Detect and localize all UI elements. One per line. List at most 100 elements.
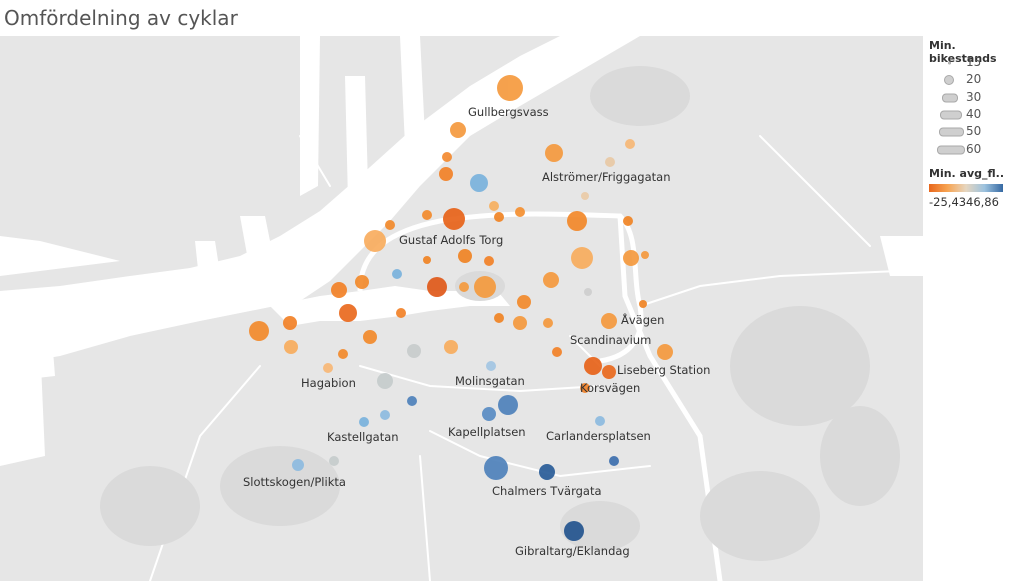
station-marker[interactable] (323, 363, 333, 373)
map-label: Gibraltarg/Eklandag (515, 544, 630, 558)
station-marker[interactable] (380, 410, 390, 420)
map-view[interactable]: Gullbergsvass Alströmer/Friggagatan Gust… (0, 36, 923, 581)
station-marker[interactable] (363, 330, 377, 344)
color-legend-title: Min. avg_fl.. (929, 167, 1005, 180)
legend-panel: Min. bikestands 15 20 30 40 50 60 Min. a… (924, 36, 1024, 216)
station-marker[interactable] (249, 321, 269, 341)
station-marker[interactable] (331, 282, 347, 298)
map-label: Gustaf Adolfs Torg (399, 233, 503, 247)
station-marker[interactable] (458, 249, 472, 263)
station-marker[interactable] (605, 157, 615, 167)
station-marker[interactable] (515, 207, 525, 217)
canal (357, 211, 644, 364)
size-legend-item: 60 (928, 141, 1024, 158)
station-marker[interactable] (539, 464, 555, 480)
station-marker[interactable] (486, 361, 496, 371)
station-marker[interactable] (552, 347, 562, 357)
station-marker[interactable] (641, 251, 649, 259)
map-label: Kastellgatan (327, 430, 399, 444)
map-label: Gullbergsvass (468, 105, 549, 119)
size-swatch (939, 127, 964, 136)
station-marker[interactable] (396, 308, 406, 318)
station-marker[interactable] (494, 212, 504, 222)
station-marker[interactable] (442, 152, 452, 162)
station-marker[interactable] (584, 288, 592, 296)
station-marker[interactable] (377, 373, 393, 389)
station-marker[interactable] (545, 144, 563, 162)
size-swatch (937, 145, 965, 154)
station-marker[interactable] (498, 395, 518, 415)
station-marker[interactable] (427, 277, 447, 297)
size-legend-item: 15 (928, 54, 1024, 71)
station-marker[interactable] (439, 167, 453, 181)
station-marker[interactable] (422, 210, 432, 220)
station-marker[interactable] (584, 357, 602, 375)
station-marker[interactable] (489, 201, 499, 211)
color-min-label: -25,43 (929, 195, 967, 209)
size-swatch (948, 61, 951, 64)
size-swatch (944, 74, 954, 85)
map-label: Åvägen (621, 312, 664, 327)
station-marker[interactable] (283, 316, 297, 330)
station-marker[interactable] (639, 300, 647, 308)
station-marker[interactable] (567, 211, 587, 231)
size-swatch (940, 110, 962, 119)
station-marker[interactable] (513, 316, 527, 330)
river-water (0, 36, 923, 466)
station-marker[interactable] (482, 407, 496, 421)
station-marker[interactable] (625, 139, 635, 149)
parks (100, 66, 900, 561)
station-marker[interactable] (580, 383, 590, 393)
station-marker[interactable] (494, 313, 504, 323)
station-marker[interactable] (543, 318, 553, 328)
station-marker[interactable] (484, 256, 494, 266)
size-legend-item: 40 (928, 106, 1024, 123)
station-marker[interactable] (484, 456, 508, 480)
station-marker[interactable] (459, 282, 469, 292)
station-marker[interactable] (571, 247, 593, 269)
station-marker[interactable] (423, 256, 431, 264)
color-ramp (929, 184, 1003, 192)
station-marker[interactable] (595, 416, 605, 426)
station-marker[interactable] (602, 365, 616, 379)
station-marker[interactable] (517, 295, 531, 309)
station-marker[interactable] (338, 349, 348, 359)
station-marker[interactable] (284, 340, 298, 354)
size-legend-item: 20 (928, 71, 1024, 88)
map-canvas[interactable]: Gullbergsvass Alströmer/Friggagatan Gust… (0, 36, 923, 581)
station-marker[interactable] (339, 304, 357, 322)
map-label: Kapellplatsen (448, 425, 526, 439)
station-marker[interactable] (355, 275, 369, 289)
map-label: Carlandersplatsen (546, 429, 651, 443)
map-label: Hagabion (301, 376, 356, 390)
map-label: Chalmers Tvärgata (492, 484, 602, 498)
station-markers[interactable] (249, 75, 673, 541)
station-marker[interactable] (543, 272, 559, 288)
map-label: Slottskogen/Plikta (243, 475, 346, 489)
station-marker[interactable] (385, 220, 395, 230)
station-marker[interactable] (581, 192, 589, 200)
station-marker[interactable] (474, 276, 496, 298)
station-marker[interactable] (623, 250, 639, 266)
map-label: Alströmer/Friggagatan (542, 170, 671, 184)
station-marker[interactable] (392, 269, 402, 279)
station-marker[interactable] (450, 122, 466, 138)
size-swatch (942, 93, 958, 102)
station-marker[interactable] (444, 340, 458, 354)
station-marker[interactable] (292, 459, 304, 471)
station-marker[interactable] (329, 456, 339, 466)
station-marker[interactable] (364, 230, 386, 252)
station-marker[interactable] (407, 396, 417, 406)
station-marker[interactable] (443, 208, 465, 230)
station-marker[interactable] (470, 174, 488, 192)
station-marker[interactable] (407, 344, 421, 358)
station-marker[interactable] (623, 216, 633, 226)
station-marker[interactable] (497, 75, 523, 101)
station-marker[interactable] (601, 313, 617, 329)
station-marker[interactable] (564, 521, 584, 541)
station-marker[interactable] (609, 456, 619, 466)
station-marker[interactable] (359, 417, 369, 427)
size-legend-item: 30 (928, 89, 1024, 106)
size-legend-title: Min. bikestands (929, 39, 997, 65)
station-marker[interactable] (657, 344, 673, 360)
